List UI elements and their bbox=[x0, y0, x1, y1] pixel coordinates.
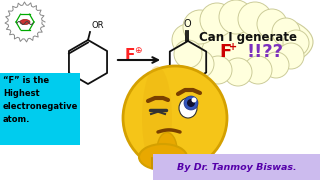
Circle shape bbox=[257, 9, 287, 39]
Circle shape bbox=[182, 72, 188, 78]
Text: O: O bbox=[183, 19, 191, 29]
Text: “F” is the
Highest
electronegative
atom.: “F” is the Highest electronegative atom. bbox=[3, 76, 78, 123]
Circle shape bbox=[283, 30, 309, 56]
Text: OR: OR bbox=[91, 21, 103, 30]
Ellipse shape bbox=[20, 19, 30, 24]
Text: By Dr. Tanmoy Biswas.: By Dr. Tanmoy Biswas. bbox=[177, 163, 296, 172]
Circle shape bbox=[187, 99, 195, 107]
Circle shape bbox=[219, 0, 253, 34]
Circle shape bbox=[244, 56, 272, 84]
Circle shape bbox=[204, 56, 232, 84]
FancyBboxPatch shape bbox=[0, 73, 80, 145]
Circle shape bbox=[184, 96, 198, 110]
Circle shape bbox=[191, 98, 196, 102]
Ellipse shape bbox=[183, 13, 313, 71]
FancyBboxPatch shape bbox=[153, 154, 320, 180]
Circle shape bbox=[172, 24, 204, 56]
Text: ⊕: ⊕ bbox=[134, 46, 141, 55]
Text: F: F bbox=[220, 43, 232, 61]
Circle shape bbox=[263, 52, 289, 78]
Circle shape bbox=[278, 43, 304, 69]
Ellipse shape bbox=[179, 98, 197, 118]
Circle shape bbox=[123, 66, 227, 170]
Circle shape bbox=[200, 3, 234, 37]
Ellipse shape bbox=[142, 66, 172, 170]
Circle shape bbox=[175, 91, 179, 93]
Text: Can I generate: Can I generate bbox=[199, 30, 297, 44]
Circle shape bbox=[224, 58, 252, 86]
Text: !!??: !!?? bbox=[246, 43, 284, 61]
Text: F: F bbox=[180, 66, 188, 79]
Circle shape bbox=[183, 10, 217, 44]
Ellipse shape bbox=[157, 132, 177, 168]
Circle shape bbox=[238, 2, 272, 36]
Circle shape bbox=[186, 50, 214, 78]
Circle shape bbox=[179, 82, 183, 86]
Text: F: F bbox=[125, 48, 135, 62]
Circle shape bbox=[174, 40, 202, 68]
Circle shape bbox=[272, 18, 300, 46]
Text: +: + bbox=[229, 42, 237, 52]
Ellipse shape bbox=[139, 144, 187, 170]
